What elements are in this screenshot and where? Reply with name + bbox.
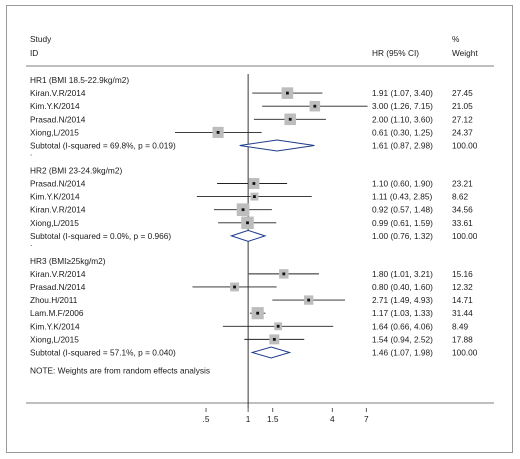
x-tick-label: 1.5 — [267, 414, 279, 424]
subtotal-label: Subtotal (I-squared = 57.1%, p = 0.040) — [30, 347, 176, 357]
study-rows: HR1 (BMI 18.5-22.9kg/m2) Kiran.V.R/2014 1.… — [30, 75, 478, 359]
study-id: Xiong,L/2015 — [30, 334, 79, 344]
study-weight: 21.05 — [452, 101, 473, 111]
point-estimate — [276, 324, 280, 328]
point-estimate — [241, 208, 245, 212]
study-hr-ci: 1.64 (0.66, 4.06) — [372, 321, 433, 331]
subtotal-weight: 100.00 — [452, 231, 478, 241]
study-id: Kiran.V.R/2014 — [30, 205, 86, 215]
header-percent: % — [452, 34, 460, 44]
point-estimate — [272, 337, 276, 341]
study-id: Prasad.N/2014 — [30, 282, 86, 292]
point-estimate — [286, 91, 289, 95]
study-weight: 8.49 — [452, 321, 469, 331]
study-weight: 34.56 — [452, 205, 473, 215]
study-hr-ci: 2.71 (1.49, 4.93) — [372, 295, 433, 305]
x-tick-label: 1 — [246, 414, 251, 424]
header-weight: Weight — [452, 48, 478, 58]
study-weight: 15.16 — [452, 269, 473, 279]
study-hr-ci: 1.17 (1.03, 1.33) — [372, 308, 433, 318]
study-hr-ci: 1.10 (0.60, 1.90) — [372, 178, 433, 188]
point-estimate — [313, 104, 317, 108]
x-axis: .5 1 1.5 4 7 — [203, 408, 369, 424]
study-id: Kim.Y.K/2014 — [30, 101, 80, 111]
study-id: Xiong,L/2015 — [30, 218, 79, 228]
point-estimate — [256, 311, 260, 315]
study-weight: 33.61 — [452, 218, 473, 228]
study-weight: 27.45 — [452, 88, 473, 98]
study-hr-ci: 1.54 (0.94, 2.52) — [372, 334, 433, 344]
study-hr-ci: 3.00 (1.26, 7.15) — [372, 101, 433, 111]
subtotal-weight: 100.00 — [452, 141, 478, 151]
study-weight: 12.32 — [452, 282, 473, 292]
study-hr-ci: 0.99 (0.61, 1.59) — [372, 218, 433, 228]
point-estimate — [246, 221, 249, 225]
group-title: HR1 (BMI 18.5-22.9kg/m2) — [30, 75, 129, 85]
study-weight: 8.62 — [452, 192, 469, 202]
study-hr-ci: 0.61 (0.30, 1.25) — [372, 127, 433, 137]
study-hr-ci: 0.80 (0.40, 1.60) — [372, 282, 433, 292]
study-id: Zhou.H/2011 — [30, 295, 78, 305]
subtotal-diamond — [250, 346, 292, 359]
point-estimate — [307, 298, 311, 302]
study-weight: 31.44 — [452, 308, 473, 318]
x-tick-label: .5 — [203, 414, 210, 424]
study-id: Lam.M.F/2006 — [30, 308, 84, 318]
study-hr-ci: 2.00 (1.10, 3.60) — [372, 114, 433, 124]
study-id: Kiran.V.R/2014 — [30, 269, 86, 279]
point-estimate — [216, 131, 220, 134]
header-study: Study — [30, 34, 52, 44]
study-id: Xiong,L/2015 — [30, 127, 79, 137]
study-hr-ci: 1.11 (0.43, 2.85) — [372, 192, 433, 202]
point-estimate — [288, 117, 292, 121]
subtotal-hr-ci: 1.00 (0.76, 1.32) — [372, 231, 433, 241]
subtotal-label: Subtotal (I-squared = 69.8%, p = 0.019) — [30, 141, 176, 151]
study-weight: 23.21 — [452, 178, 473, 188]
subtotal-diamond — [239, 139, 315, 152]
point-estimate — [233, 285, 236, 289]
point-estimate — [282, 272, 286, 276]
subtotal-hr-ci: 1.46 (1.07, 1.98) — [372, 347, 433, 357]
group-title: HR2 (BMI 23-24.9kg/m2) — [30, 165, 122, 175]
study-hr-ci: 1.91 (1.07, 3.40) — [372, 88, 433, 98]
subtotal-label: Subtotal (I-squared = 0.0%, p = 0.966) — [30, 231, 171, 241]
group-spacer: . — [30, 148, 32, 158]
subtotal-hr-ci: 1.61 (0.87, 2.98) — [372, 141, 433, 151]
study-id: Prasad.N/2014 — [30, 114, 86, 124]
study-weight: 24.37 — [452, 127, 473, 137]
point-estimate — [252, 182, 256, 185]
study-weight: 27.12 — [452, 114, 473, 124]
group-title: HR3 (BMI≥25kg/m2) — [30, 256, 106, 266]
header-id: ID — [30, 48, 38, 58]
x-tick-label: 7 — [364, 414, 369, 424]
study-weight: 17.88 — [452, 334, 473, 344]
study-weight: 14.71 — [452, 295, 473, 305]
group-spacer: . — [30, 238, 32, 248]
point-estimate — [253, 195, 256, 198]
study-id: Kim.Y.K/2014 — [30, 321, 80, 331]
study-hr-ci: 0.92 (0.57, 1.48) — [372, 205, 433, 215]
study-id: Kim.Y.K/2014 — [30, 192, 80, 202]
study-hr-ci: 1.80 (1.01, 3.21) — [372, 269, 433, 279]
header-hr-ci: HR (95% CI) — [372, 48, 419, 58]
subtotal-diamond — [229, 229, 267, 242]
footnote: NOTE: Weights are from random effects an… — [30, 366, 210, 376]
x-tick-label: 4 — [330, 414, 335, 424]
subtotal-weight: 100.00 — [452, 347, 478, 357]
figure-frame — [6, 5, 513, 453]
study-id: Prasad.N/2014 — [30, 178, 86, 188]
study-id: Kiran.V.R/2014 — [30, 88, 86, 98]
